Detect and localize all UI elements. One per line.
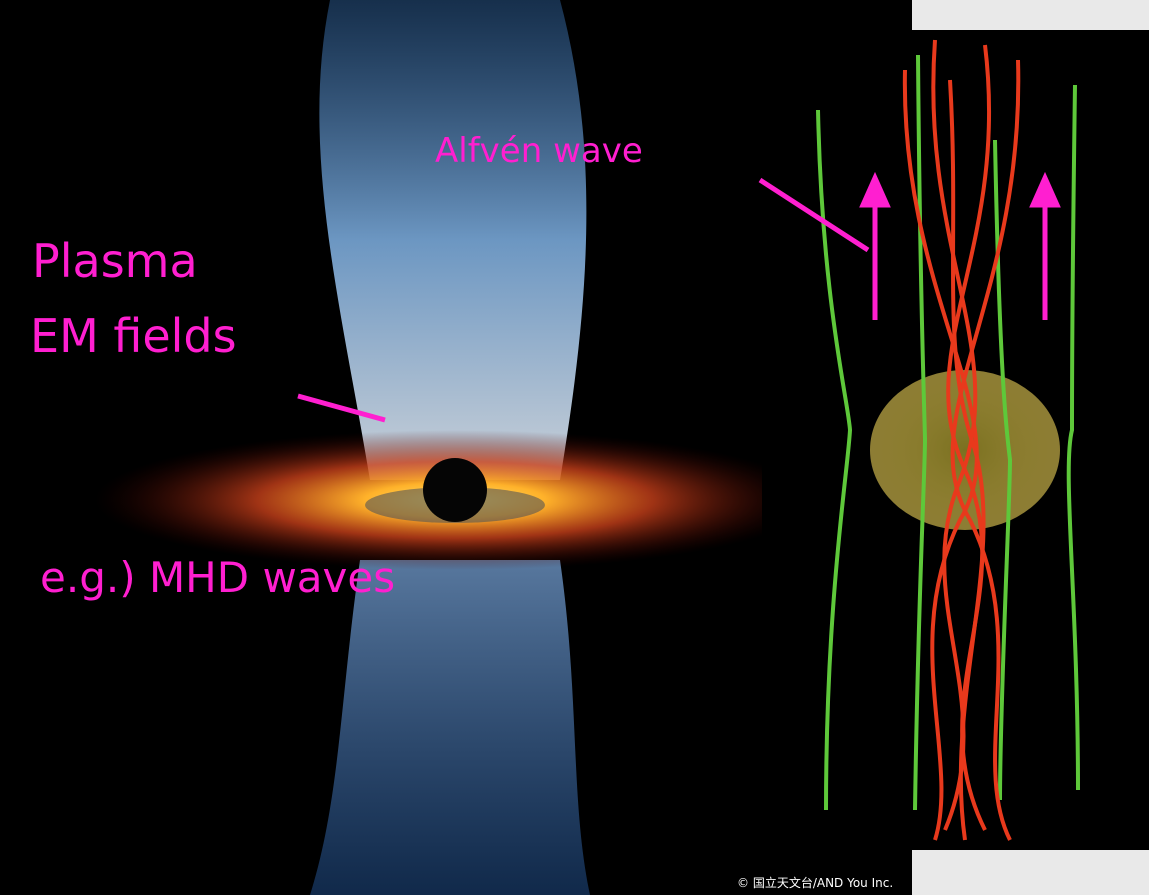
credit: © 国立天文台/AND You Inc. — [737, 875, 893, 890]
black-hole — [423, 458, 487, 522]
jet-upper — [319, 0, 586, 480]
em-fields-label: EM fields — [30, 309, 237, 363]
example-label: e.g.) MHD waves — [40, 553, 395, 602]
alfven-label: Alfvén wave — [435, 131, 643, 171]
page: Alfvén wave Plasma EM fields e.g.) MHD w… — [0, 0, 1149, 895]
plasma-label: Plasma — [32, 234, 198, 288]
slide: Alfvén wave Plasma EM fields e.g.) MHD w… — [0, 0, 1149, 895]
